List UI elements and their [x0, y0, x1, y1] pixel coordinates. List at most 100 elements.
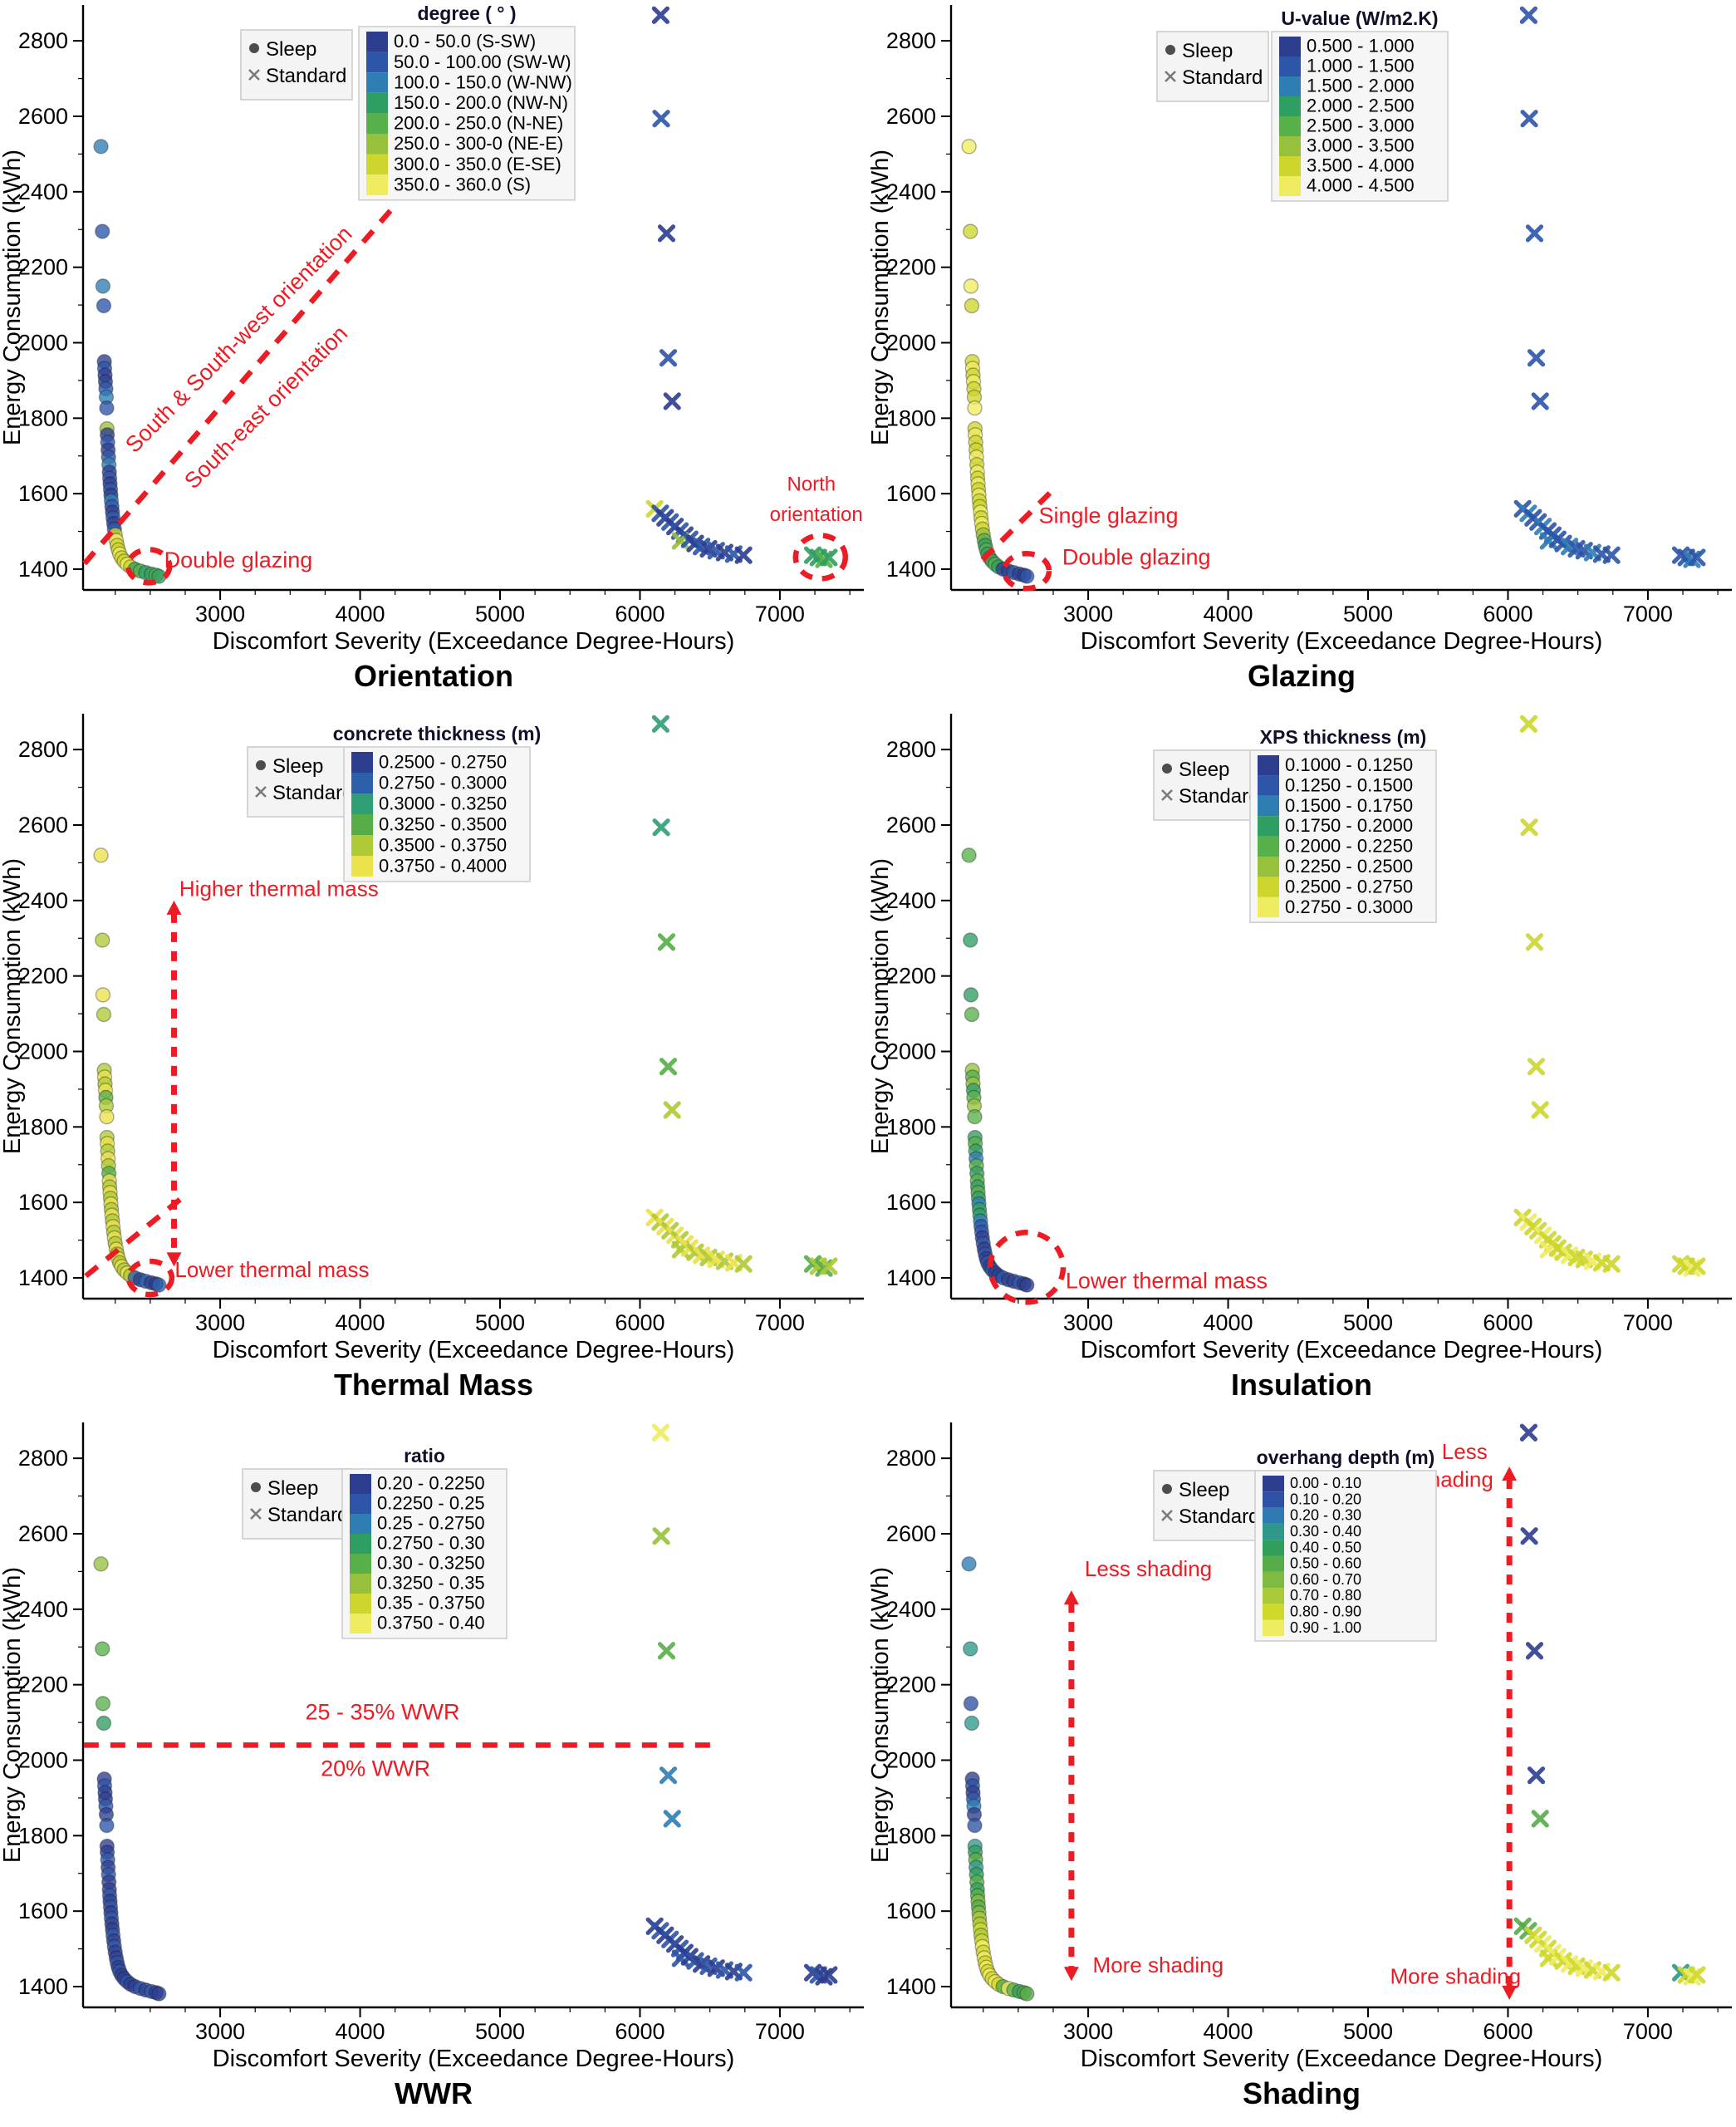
- y-tick-label: 2200: [18, 1673, 68, 1697]
- y-tick-label: 2200: [18, 255, 68, 280]
- y-tick-label: 2600: [886, 104, 936, 129]
- panel-orientation: 3000 4000 5000 6000 7000 1400 1600 1800 2000 2200…: [0, 0, 868, 709]
- legend-range-label: 0.2750 - 0.30: [377, 1533, 485, 1554]
- x-marker-stroke: [1602, 1255, 1621, 1273]
- legend-swatch: [1258, 836, 1279, 857]
- x-tick-label: 6000: [1483, 1310, 1532, 1335]
- legend-range-label: 0.3750 - 0.40: [377, 1613, 485, 1633]
- x-axis-label: Discomfort Severity (Exceedance Degree-H…: [213, 1337, 735, 1363]
- y-axis-label: Energy Consumption (kWh): [0, 858, 26, 1154]
- color-legend-box: [1249, 749, 1437, 923]
- standard-point: [652, 818, 670, 837]
- sleep-marker-icon: [1162, 764, 1172, 774]
- standard-point: [651, 715, 669, 733]
- sleep-point: [151, 1986, 167, 2002]
- sleep-point: [99, 400, 115, 416]
- y-tick-label: 1400: [886, 1265, 936, 1290]
- legend-swatch: [350, 1494, 371, 1514]
- x-marker-stroke: [1688, 548, 1706, 567]
- annotation-text: Double glazing: [164, 548, 313, 572]
- y-axis-label: Energy Consumption (kWh): [868, 150, 894, 445]
- y-tick-label: 2000: [18, 331, 68, 356]
- color-legend-box: [1271, 31, 1449, 202]
- x-tick-label: 4000: [336, 2019, 385, 2044]
- legend-swatch: [350, 1534, 371, 1554]
- legend-range-label: 0.30 - 0.40: [1290, 1523, 1361, 1540]
- y-tick-label: 2600: [18, 1521, 68, 1546]
- y-tick-label: 1600: [886, 481, 936, 506]
- y-tick-label: 2400: [18, 1597, 68, 1622]
- color-legend-title: U-value (W/m2.K): [1281, 7, 1438, 29]
- x-marker-stroke: [1520, 818, 1538, 837]
- legend-range-label: 100.0 - 150.0 (W-NW): [394, 71, 572, 92]
- x-tick-label: 4000: [336, 602, 385, 626]
- x-marker-stroke: [1527, 1058, 1546, 1076]
- legend-swatch: [1279, 136, 1301, 156]
- standard-point: [1531, 1101, 1549, 1119]
- x-marker-stroke: [1602, 1963, 1621, 1982]
- x-tick-label: 3000: [1063, 2019, 1113, 2044]
- color-legend: degree ( ° ) 0.0 - 50.0 (S-SW)50.0 - 100.…: [358, 2, 576, 201]
- legend-range-label: 300.0 - 350.0 (E-SE): [394, 154, 562, 174]
- y-tick-label: 1600: [18, 1899, 68, 1923]
- sleep-point: [151, 1277, 167, 1293]
- legend-swatch: [1279, 176, 1301, 196]
- standard-point: [1531, 392, 1549, 410]
- y-tick-label: 2000: [886, 331, 936, 356]
- legend-swatch: [1263, 1507, 1284, 1524]
- y-tick-label: 1400: [18, 557, 68, 582]
- legend-range-label: 0.2000 - 0.2250: [1285, 836, 1413, 857]
- legend-swatch: [366, 154, 388, 175]
- x-marker-stroke: [1519, 715, 1537, 733]
- scatter-insulation: 3000 4000 5000 6000 7000 1400 1600 1800 2000 2200…: [868, 714, 1732, 1402]
- legend-swatch: [351, 814, 373, 835]
- x-marker-stroke: [1525, 1642, 1544, 1660]
- legend-swatch: [1258, 755, 1279, 776]
- marker-legend: Sleep Standard: [1156, 31, 1269, 102]
- sleep-series: [961, 1556, 1035, 2002]
- arrow-head-up: [1502, 1466, 1518, 1481]
- legend-swatch: [1279, 96, 1301, 116]
- scatter-thermal-mass: 3000 4000 5000 6000 7000 1400 1600 1800 2000 2200…: [0, 714, 864, 1402]
- standard-point: [657, 933, 676, 951]
- sleep-marker-icon: [1162, 1484, 1172, 1494]
- x-tick-label: 7000: [755, 602, 805, 626]
- annotation-text: South-east orientation: [179, 321, 352, 494]
- marker-legend-box: [1153, 1470, 1266, 1541]
- sleep-legend-label: Sleep: [1179, 759, 1229, 781]
- y-tick-label: 2000: [18, 1748, 68, 1773]
- sleep-point: [963, 1641, 978, 1657]
- legend-swatch: [350, 1614, 371, 1633]
- legend-range-label: 250.0 - 300-0 (NE-E): [394, 133, 563, 154]
- color-legend-box: [343, 746, 531, 882]
- sleep-point: [1019, 1277, 1035, 1293]
- y-axis-label: Energy Consumption (kWh): [0, 1567, 26, 1863]
- y-axis-label: Energy Consumption (kWh): [868, 858, 894, 1154]
- sleep-point: [963, 278, 979, 294]
- legend-range-label: 4.000 - 4.500: [1307, 175, 1415, 196]
- legend-range-label: 0.1000 - 0.1250: [1285, 754, 1413, 775]
- y-tick-label: 2000: [886, 1748, 936, 1773]
- x-marker-stroke: [1519, 1423, 1537, 1442]
- sleep-legend-label: Sleep: [1182, 40, 1233, 62]
- standard-series: [645, 1423, 838, 1986]
- x-tick-label: 4000: [336, 1310, 385, 1335]
- sleep-marker-icon: [256, 760, 266, 770]
- y-tick-label: 2600: [886, 1521, 936, 1546]
- y-tick-label: 2000: [886, 1039, 936, 1064]
- standard-point: [1520, 110, 1538, 128]
- legend-swatch: [350, 1554, 371, 1574]
- legend-swatch: [350, 1514, 371, 1534]
- x-marker-stroke: [1531, 1810, 1549, 1828]
- y-tick-label: 1800: [18, 1823, 68, 1848]
- standard-point: [1525, 224, 1544, 243]
- annotation-text: 20% WWR: [321, 1756, 430, 1781]
- marker-legend: Sleep Standard: [242, 1468, 355, 1540]
- sleep-point: [93, 139, 109, 155]
- y-tick-label: 2600: [886, 813, 936, 838]
- arrow-head-down: [1063, 1967, 1079, 1982]
- legend-swatch: [1263, 1540, 1284, 1556]
- x-marker-stroke: [820, 1257, 838, 1275]
